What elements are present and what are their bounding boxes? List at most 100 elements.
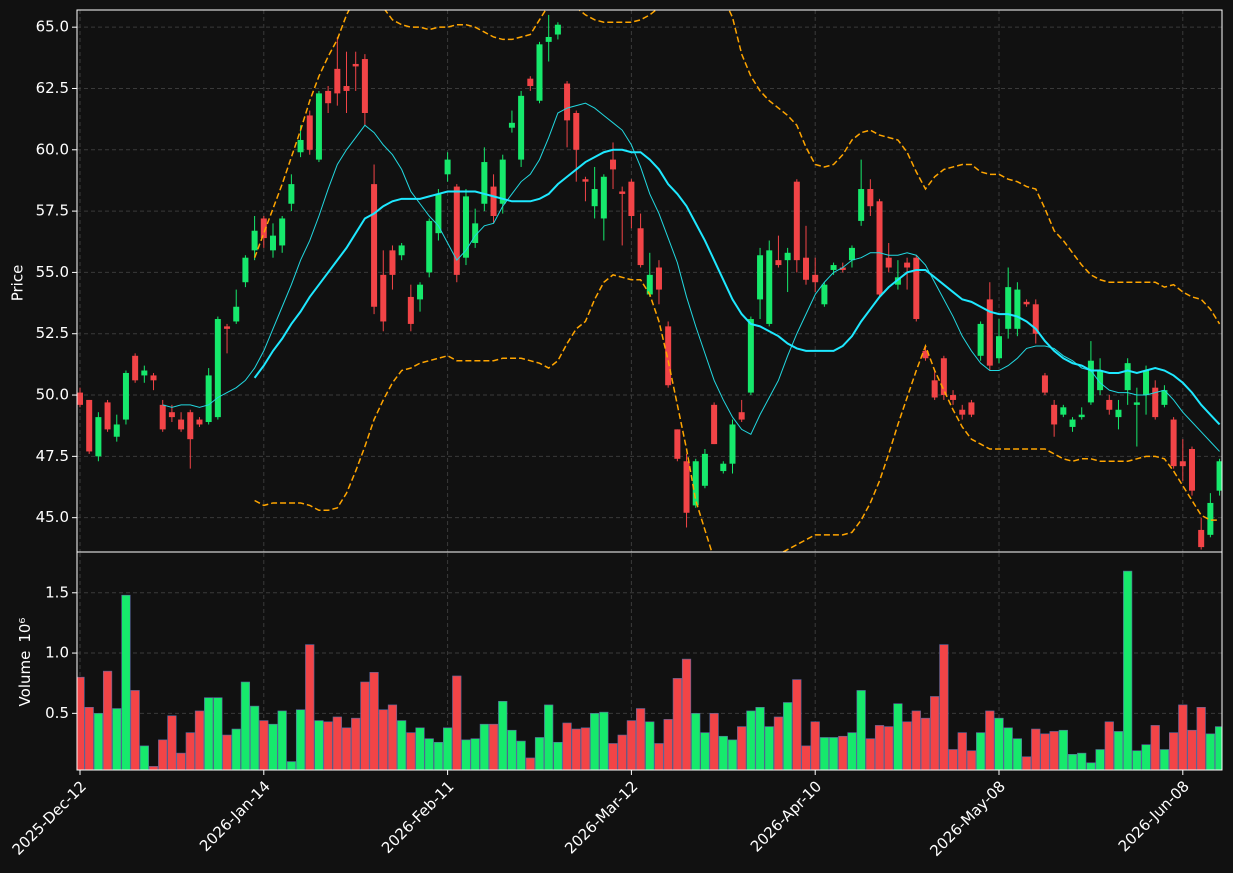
y-tick-label: 1.0 [45, 644, 69, 662]
volume-bar [194, 710, 205, 770]
candle-body [371, 184, 378, 307]
volume-bar [1150, 725, 1160, 770]
y-tick-label: 52.5 [36, 324, 69, 342]
volume-bar [544, 704, 554, 770]
candle-body [380, 274, 387, 322]
candle-body [803, 257, 810, 280]
volume-bar [424, 738, 434, 770]
volume-offset: 10⁶ [16, 618, 34, 643]
candle-body [224, 326, 231, 329]
candle-body [269, 235, 276, 251]
volume-bar [286, 761, 296, 770]
volume-bar [755, 707, 765, 770]
candle-body [848, 247, 855, 261]
volume-bar [479, 723, 489, 770]
volume-bar [158, 739, 168, 770]
volume-bar [1123, 570, 1133, 770]
volume-bar [433, 741, 444, 770]
candle-body [508, 122, 515, 128]
volume-panel [77, 570, 1222, 770]
volume-bar [332, 716, 342, 770]
candle-body [830, 265, 837, 270]
volume-bar [1205, 733, 1215, 770]
candle-body [214, 319, 221, 418]
volume-bar [1086, 762, 1096, 770]
candle-body [692, 461, 699, 506]
candle-body [205, 375, 212, 423]
volume-bar [488, 723, 499, 770]
candle-body [996, 336, 1002, 359]
candle-body [757, 255, 764, 300]
candle-body [426, 220, 433, 273]
volume-bar [1178, 704, 1188, 770]
candle-body [747, 319, 754, 393]
candle-body [499, 159, 506, 204]
candle-body [104, 402, 111, 430]
volume-bar [737, 726, 747, 770]
volume-bar [204, 697, 214, 770]
candle-body [821, 284, 828, 305]
volume-bar [1077, 752, 1087, 770]
candle-body [922, 350, 929, 359]
candle-body [187, 412, 194, 440]
indicator-line [254, 274, 1220, 552]
price-panel [77, 14, 1222, 550]
candle-body [610, 159, 617, 170]
candle-body [646, 274, 653, 295]
volume-bar [1040, 733, 1050, 770]
candle-body [812, 274, 819, 283]
y-tick-label: 55.0 [36, 263, 69, 281]
volume-bar [77, 676, 85, 770]
volume-bar [305, 644, 315, 770]
candle-body [389, 250, 396, 275]
volume-bar [700, 732, 710, 770]
candle-body [1106, 399, 1113, 410]
candle-body [490, 186, 497, 217]
candle-body [1216, 461, 1222, 491]
volume-bar [948, 749, 958, 770]
volume-bar [663, 719, 673, 770]
volume-bar [994, 717, 1004, 770]
candle-body [315, 93, 322, 160]
candle-body [655, 267, 662, 290]
volume-bar [709, 713, 719, 770]
candle-body [462, 196, 469, 258]
candle-body [1069, 419, 1076, 427]
volume-bar [810, 721, 820, 770]
candle-body [352, 63, 359, 67]
candle-body [1032, 304, 1039, 334]
candle-body [729, 424, 736, 464]
volume-bar [966, 750, 977, 770]
volume-bar [507, 729, 517, 770]
candle-body [619, 191, 626, 194]
volume-bar [1003, 727, 1013, 770]
candle-body [242, 257, 249, 283]
volume-bar [112, 708, 122, 770]
volume-bar [387, 704, 398, 770]
indicator-line [253, 10, 1221, 325]
volume-bar [1214, 726, 1222, 770]
volume-bar [1012, 738, 1022, 770]
candle-body [435, 193, 442, 234]
volume-bar [1021, 756, 1032, 770]
volume-bar [691, 713, 701, 770]
volume-bar [681, 658, 692, 770]
volume-axis-label: Volume 10⁶ [16, 618, 34, 707]
candle-body [233, 306, 240, 322]
candle-body [545, 36, 552, 42]
candle-body [251, 230, 258, 251]
y-tick-label: 50.0 [36, 386, 69, 404]
volume-bar [406, 732, 416, 770]
volume-bar [1058, 729, 1068, 770]
volume-bar [920, 717, 931, 770]
volume-bar [764, 726, 774, 770]
candle-body [931, 380, 938, 398]
volume-bar [783, 702, 793, 770]
volume-bar [1095, 749, 1105, 770]
volume-bar [121, 594, 131, 770]
candle-body [885, 257, 892, 268]
volume-bar [498, 700, 508, 770]
candle-body [1152, 387, 1159, 418]
y-tick-label: 62.5 [36, 79, 69, 97]
